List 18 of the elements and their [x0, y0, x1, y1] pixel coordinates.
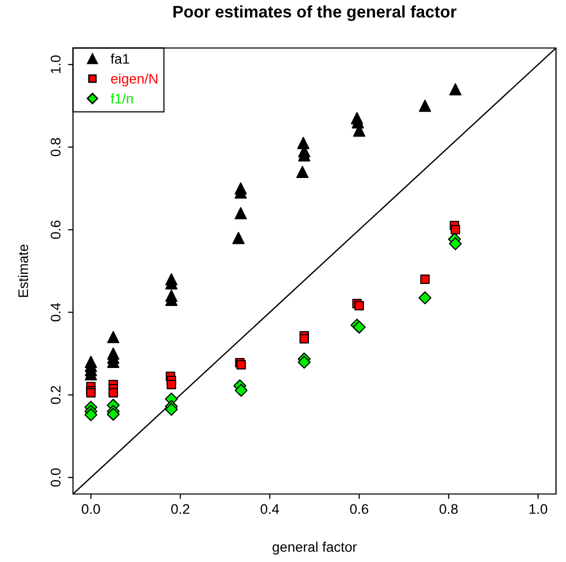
legend-label: fa1 [110, 54, 130, 64]
x-tick-label: 1.0 [530, 504, 548, 514]
legend-label: f1/n [110, 93, 133, 104]
y-tick-label: 1.0 [50, 55, 61, 74]
chart-title: Poor estimates of the general factor [173, 5, 456, 21]
y-axis-title: Estimate [18, 244, 28, 297]
x-axis-title: general factor [272, 542, 357, 555]
y-tick-label: 0.2 [50, 386, 61, 404]
x-tick-label: 0.8 [440, 504, 458, 514]
y-tick-label: 0.4 [50, 303, 61, 322]
x-tick-label: 0.2 [171, 504, 190, 514]
y-tick-label: 0.0 [50, 468, 61, 487]
y-tick-label: 0.6 [50, 220, 61, 239]
x-tick-label: 0.0 [82, 504, 100, 514]
x-tick-label: 0.6 [350, 504, 368, 514]
x-tick-label: 0.4 [260, 504, 280, 514]
legend-label: eigen/N [111, 73, 158, 86]
y-tick-label: 0.8 [50, 138, 61, 156]
